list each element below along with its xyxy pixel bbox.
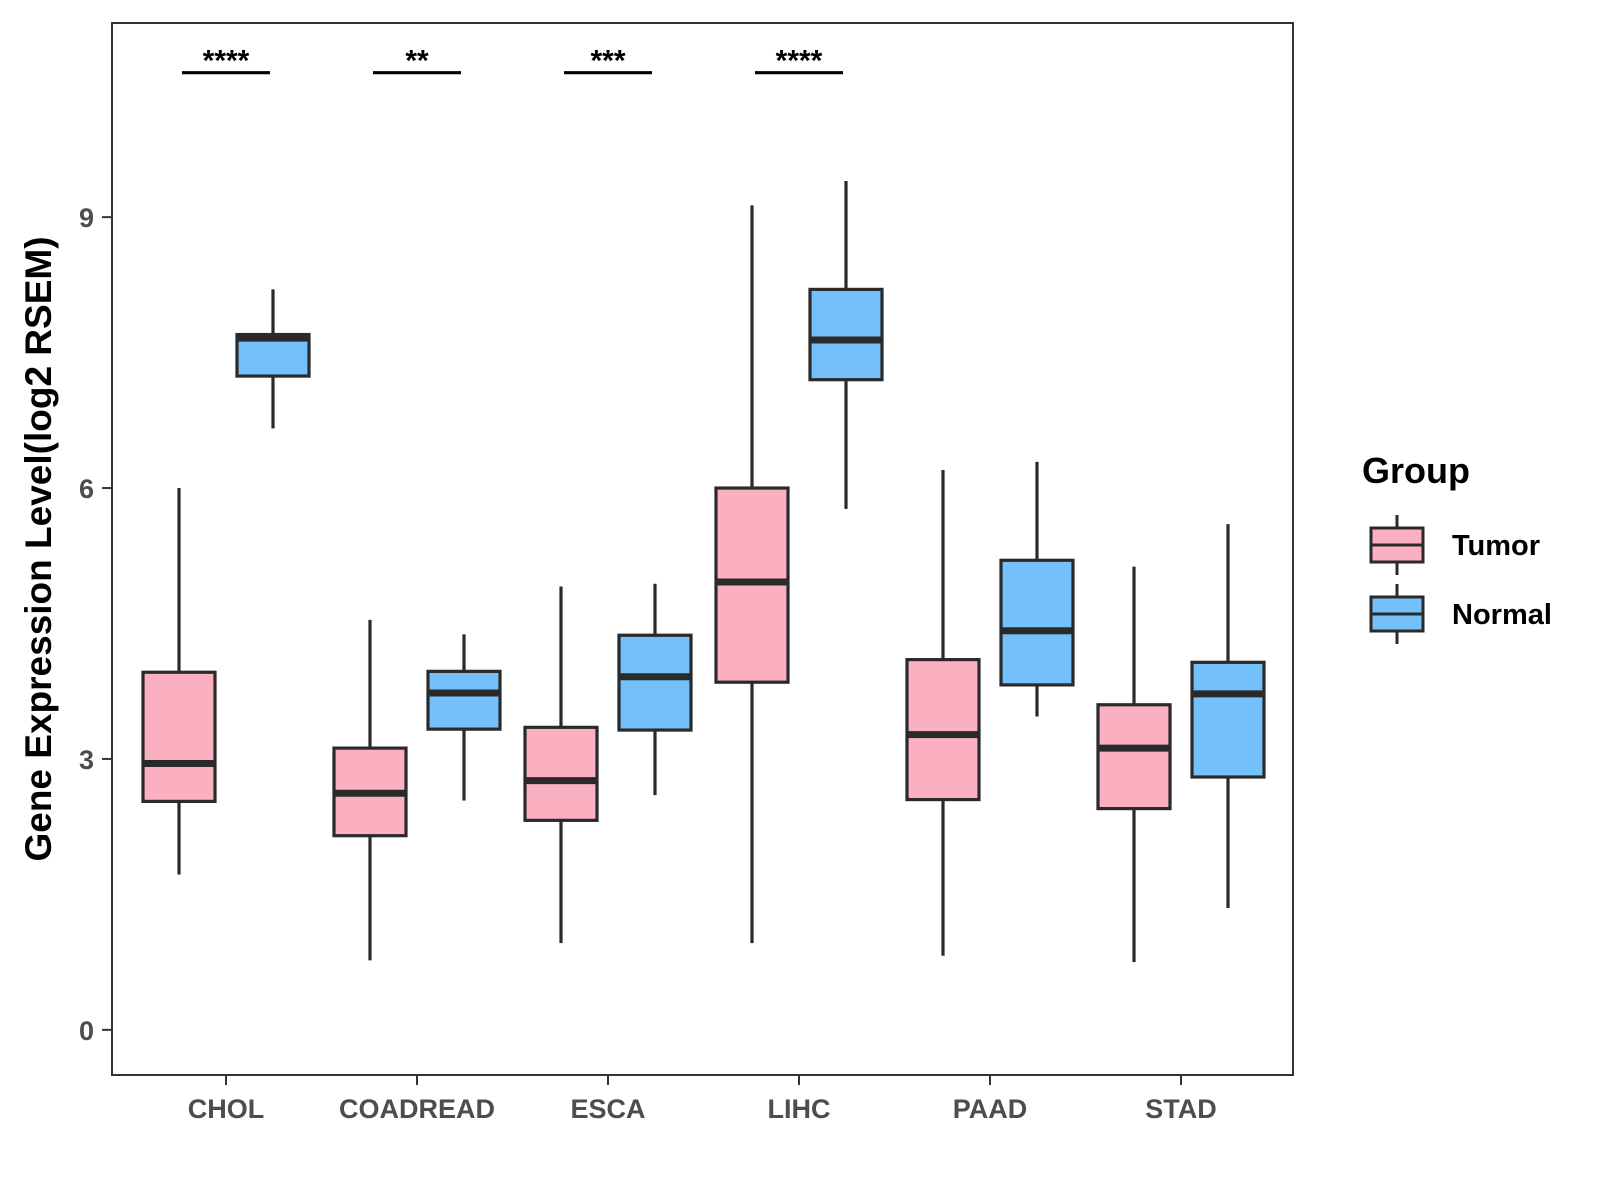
legend-entry-normal: Normal	[1369, 584, 1552, 644]
box-tumor-stad	[1096, 566, 1172, 963]
significance-stars: ***	[590, 45, 625, 78]
box-iqr	[1190, 660, 1266, 779]
box-normal-paad	[999, 461, 1075, 717]
legend-key-normal	[1369, 584, 1425, 644]
significance-lihc: ****	[755, 45, 843, 78]
box-tumor-chol	[141, 488, 217, 875]
significance-annotations: **** ** *** ****	[182, 45, 843, 78]
y-tick-label: 9	[79, 203, 94, 233]
significance-esca: ***	[564, 45, 652, 78]
x-tick-label: COADREAD	[339, 1094, 495, 1124]
box-normal-coadread	[426, 634, 502, 801]
box-iqr	[1096, 703, 1172, 811]
box-iqr	[523, 725, 599, 822]
x-tick-label: LIHC	[768, 1094, 831, 1124]
legend: Group Tumor Normal	[1362, 450, 1552, 644]
x-tick-label: CHOL	[188, 1094, 265, 1124]
legend-label: Tumor	[1452, 530, 1540, 562]
legend-title: Group	[1362, 450, 1470, 491]
significance-coadread: **	[373, 45, 461, 78]
box-tumor-lihc	[714, 205, 790, 944]
legend-entry-tumor: Tumor	[1369, 515, 1540, 575]
boxes-layer	[141, 181, 1266, 963]
y-tick-label: 6	[79, 474, 94, 504]
box-iqr	[141, 670, 217, 803]
box-iqr	[617, 633, 693, 732]
box-tumor-esca	[523, 586, 599, 944]
legend-label: Normal	[1452, 599, 1552, 631]
x-tick-label: PAAD	[953, 1094, 1028, 1124]
y-axis: 0 3 6 9	[79, 203, 112, 1046]
x-axis: CHOL COADREAD ESCA LIHC PAAD STAD	[188, 1075, 1217, 1124]
significance-stars: ****	[776, 45, 823, 78]
y-tick-label: 3	[79, 745, 94, 775]
x-tick-label: ESCA	[570, 1094, 645, 1124]
box-normal-stad	[1190, 524, 1266, 908]
box-tumor-paad	[905, 469, 981, 956]
plot-panel-border	[111, 22, 1294, 1076]
box-iqr	[426, 669, 502, 731]
box-iqr	[808, 287, 884, 382]
y-axis-title: Gene Expression Level(log2 RSEM)	[18, 236, 59, 861]
box-iqr	[905, 658, 981, 802]
box-normal-esca	[617, 583, 693, 796]
significance-stars: ****	[203, 45, 250, 78]
box-tumor-coadread	[332, 619, 408, 961]
x-tick-label: STAD	[1145, 1094, 1217, 1124]
significance-chol: ****	[182, 45, 270, 78]
box-normal-lihc	[808, 181, 884, 509]
box-normal-chol	[235, 289, 311, 429]
y-tick-label: 0	[79, 1016, 94, 1046]
significance-stars: **	[405, 45, 429, 78]
legend-key-tumor	[1369, 515, 1425, 575]
box-iqr	[999, 558, 1075, 687]
